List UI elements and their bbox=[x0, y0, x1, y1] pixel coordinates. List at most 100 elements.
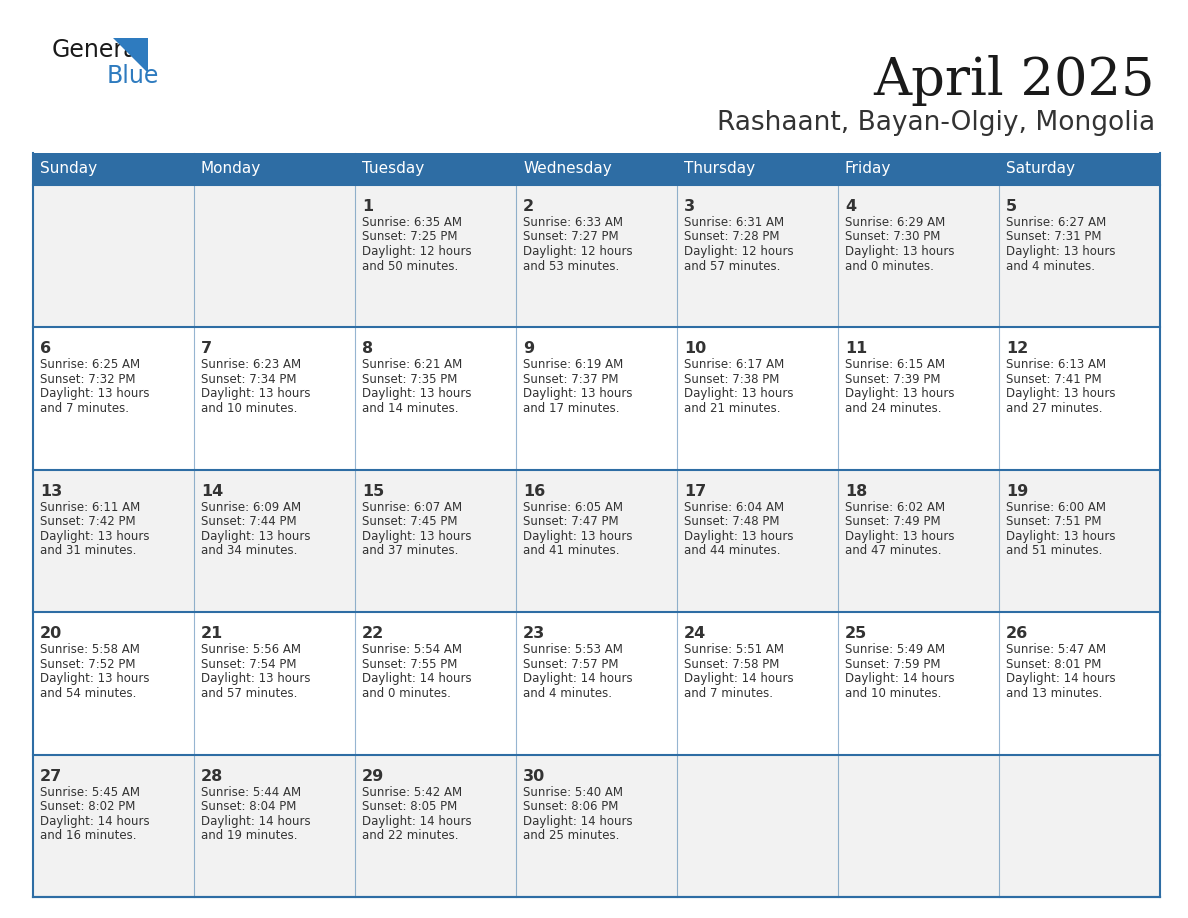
Text: Sunrise: 6:11 AM: Sunrise: 6:11 AM bbox=[40, 501, 140, 514]
Text: Sunday: Sunday bbox=[40, 162, 97, 176]
Text: and 47 minutes.: and 47 minutes. bbox=[845, 544, 942, 557]
Text: Daylight: 13 hours: Daylight: 13 hours bbox=[684, 387, 794, 400]
Text: Sunrise: 6:29 AM: Sunrise: 6:29 AM bbox=[845, 216, 946, 229]
Text: 10: 10 bbox=[684, 341, 706, 356]
Text: 16: 16 bbox=[523, 484, 545, 498]
Text: Daylight: 13 hours: Daylight: 13 hours bbox=[40, 387, 150, 400]
Text: Sunset: 7:59 PM: Sunset: 7:59 PM bbox=[845, 657, 941, 671]
Text: Sunset: 7:51 PM: Sunset: 7:51 PM bbox=[1006, 515, 1101, 528]
Text: 4: 4 bbox=[845, 199, 857, 214]
Text: 25: 25 bbox=[845, 626, 867, 641]
Text: Sunrise: 5:40 AM: Sunrise: 5:40 AM bbox=[523, 786, 623, 799]
Text: and 24 minutes.: and 24 minutes. bbox=[845, 402, 942, 415]
Text: Sunrise: 5:49 AM: Sunrise: 5:49 AM bbox=[845, 644, 946, 656]
Text: Sunrise: 5:45 AM: Sunrise: 5:45 AM bbox=[40, 786, 140, 799]
Text: Sunrise: 6:13 AM: Sunrise: 6:13 AM bbox=[1006, 358, 1106, 372]
Text: Friday: Friday bbox=[845, 162, 891, 176]
Text: Thursday: Thursday bbox=[684, 162, 756, 176]
Text: 26: 26 bbox=[1006, 626, 1029, 641]
Text: 2: 2 bbox=[523, 199, 535, 214]
Text: Sunset: 7:32 PM: Sunset: 7:32 PM bbox=[40, 373, 135, 386]
Text: Sunset: 7:47 PM: Sunset: 7:47 PM bbox=[523, 515, 619, 528]
Text: Daylight: 13 hours: Daylight: 13 hours bbox=[523, 530, 632, 543]
Text: Monday: Monday bbox=[201, 162, 261, 176]
Text: Daylight: 13 hours: Daylight: 13 hours bbox=[40, 672, 150, 685]
Text: and 21 minutes.: and 21 minutes. bbox=[684, 402, 781, 415]
Text: Daylight: 12 hours: Daylight: 12 hours bbox=[362, 245, 472, 258]
Text: Sunset: 7:39 PM: Sunset: 7:39 PM bbox=[845, 373, 941, 386]
Text: Sunset: 7:31 PM: Sunset: 7:31 PM bbox=[1006, 230, 1101, 243]
Text: 8: 8 bbox=[362, 341, 373, 356]
Text: Sunrise: 6:21 AM: Sunrise: 6:21 AM bbox=[362, 358, 462, 372]
Text: Daylight: 13 hours: Daylight: 13 hours bbox=[845, 245, 954, 258]
Text: Sunset: 7:58 PM: Sunset: 7:58 PM bbox=[684, 657, 779, 671]
Text: 22: 22 bbox=[362, 626, 384, 641]
Text: and 17 minutes.: and 17 minutes. bbox=[523, 402, 619, 415]
Text: and 27 minutes.: and 27 minutes. bbox=[1006, 402, 1102, 415]
Text: 6: 6 bbox=[40, 341, 51, 356]
Text: Sunrise: 6:17 AM: Sunrise: 6:17 AM bbox=[684, 358, 784, 372]
Text: Daylight: 13 hours: Daylight: 13 hours bbox=[201, 672, 310, 685]
Text: and 34 minutes.: and 34 minutes. bbox=[201, 544, 297, 557]
Text: Daylight: 14 hours: Daylight: 14 hours bbox=[40, 814, 150, 828]
Text: Sunrise: 5:53 AM: Sunrise: 5:53 AM bbox=[523, 644, 623, 656]
Text: Daylight: 13 hours: Daylight: 13 hours bbox=[1006, 530, 1116, 543]
Text: Sunset: 7:28 PM: Sunset: 7:28 PM bbox=[684, 230, 779, 243]
Text: 3: 3 bbox=[684, 199, 695, 214]
Text: Sunset: 7:34 PM: Sunset: 7:34 PM bbox=[201, 373, 297, 386]
Text: Sunset: 7:55 PM: Sunset: 7:55 PM bbox=[362, 657, 457, 671]
Text: Sunset: 7:37 PM: Sunset: 7:37 PM bbox=[523, 373, 619, 386]
Text: Sunrise: 5:44 AM: Sunrise: 5:44 AM bbox=[201, 786, 301, 799]
Text: 23: 23 bbox=[523, 626, 545, 641]
Text: and 0 minutes.: and 0 minutes. bbox=[845, 260, 934, 273]
Text: and 7 minutes.: and 7 minutes. bbox=[40, 402, 129, 415]
Text: and 19 minutes.: and 19 minutes. bbox=[201, 829, 297, 842]
Text: Daylight: 13 hours: Daylight: 13 hours bbox=[40, 530, 150, 543]
Text: Sunset: 8:02 PM: Sunset: 8:02 PM bbox=[40, 800, 135, 813]
Text: 18: 18 bbox=[845, 484, 867, 498]
Text: Sunset: 7:25 PM: Sunset: 7:25 PM bbox=[362, 230, 457, 243]
Text: Sunrise: 5:42 AM: Sunrise: 5:42 AM bbox=[362, 786, 462, 799]
Text: 30: 30 bbox=[523, 768, 545, 784]
Text: Sunset: 7:49 PM: Sunset: 7:49 PM bbox=[845, 515, 941, 528]
Text: Sunset: 8:04 PM: Sunset: 8:04 PM bbox=[201, 800, 296, 813]
Text: and 57 minutes.: and 57 minutes. bbox=[684, 260, 781, 273]
Text: 9: 9 bbox=[523, 341, 535, 356]
Bar bbox=[33, 755, 1159, 897]
Text: Sunset: 7:42 PM: Sunset: 7:42 PM bbox=[40, 515, 135, 528]
Text: 29: 29 bbox=[362, 768, 384, 784]
Text: and 41 minutes.: and 41 minutes. bbox=[523, 544, 619, 557]
Text: Sunrise: 6:33 AM: Sunrise: 6:33 AM bbox=[523, 216, 623, 229]
Text: Sunrise: 6:07 AM: Sunrise: 6:07 AM bbox=[362, 501, 462, 514]
Text: Sunset: 8:05 PM: Sunset: 8:05 PM bbox=[362, 800, 457, 813]
Text: Sunrise: 6:19 AM: Sunrise: 6:19 AM bbox=[523, 358, 624, 372]
Text: 7: 7 bbox=[201, 341, 213, 356]
Text: Daylight: 13 hours: Daylight: 13 hours bbox=[845, 530, 954, 543]
Text: Daylight: 14 hours: Daylight: 14 hours bbox=[523, 672, 633, 685]
Text: Sunrise: 6:05 AM: Sunrise: 6:05 AM bbox=[523, 501, 623, 514]
Text: 20: 20 bbox=[40, 626, 62, 641]
Text: Daylight: 13 hours: Daylight: 13 hours bbox=[362, 530, 472, 543]
Text: and 10 minutes.: and 10 minutes. bbox=[845, 687, 941, 700]
Text: and 0 minutes.: and 0 minutes. bbox=[362, 687, 451, 700]
Text: Daylight: 14 hours: Daylight: 14 hours bbox=[523, 814, 633, 828]
Text: Sunset: 7:45 PM: Sunset: 7:45 PM bbox=[362, 515, 457, 528]
Text: Sunset: 7:38 PM: Sunset: 7:38 PM bbox=[684, 373, 779, 386]
Text: Sunrise: 6:27 AM: Sunrise: 6:27 AM bbox=[1006, 216, 1106, 229]
Text: Daylight: 14 hours: Daylight: 14 hours bbox=[1006, 672, 1116, 685]
Text: Daylight: 13 hours: Daylight: 13 hours bbox=[845, 387, 954, 400]
Text: Daylight: 14 hours: Daylight: 14 hours bbox=[362, 672, 472, 685]
Text: 19: 19 bbox=[1006, 484, 1029, 498]
Text: 27: 27 bbox=[40, 768, 62, 784]
Text: and 51 minutes.: and 51 minutes. bbox=[1006, 544, 1102, 557]
Text: and 4 minutes.: and 4 minutes. bbox=[523, 687, 612, 700]
Text: Sunrise: 6:00 AM: Sunrise: 6:00 AM bbox=[1006, 501, 1106, 514]
Text: and 4 minutes.: and 4 minutes. bbox=[1006, 260, 1095, 273]
Text: and 10 minutes.: and 10 minutes. bbox=[201, 402, 297, 415]
Text: Sunset: 7:54 PM: Sunset: 7:54 PM bbox=[201, 657, 297, 671]
Text: Sunset: 8:06 PM: Sunset: 8:06 PM bbox=[523, 800, 619, 813]
Text: Sunrise: 6:31 AM: Sunrise: 6:31 AM bbox=[684, 216, 784, 229]
Text: Daylight: 13 hours: Daylight: 13 hours bbox=[201, 387, 310, 400]
Bar bbox=[33, 328, 1159, 470]
Text: Daylight: 14 hours: Daylight: 14 hours bbox=[845, 672, 955, 685]
